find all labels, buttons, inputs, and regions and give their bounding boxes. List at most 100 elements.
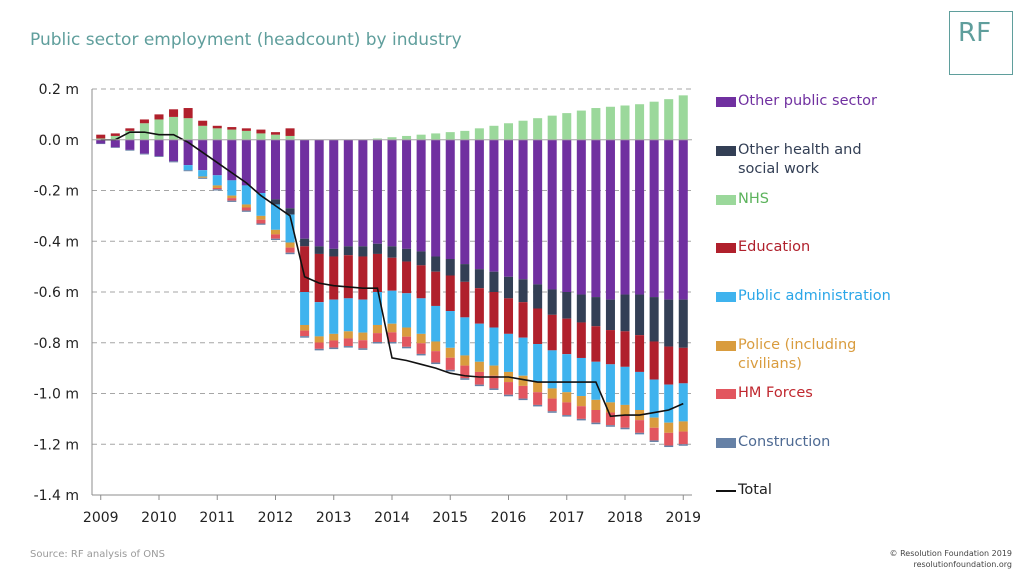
bar-segment-education [416,265,426,299]
bar-segment-public-administration [533,344,543,383]
bar-segment-nhs [547,115,557,140]
bar-segment-nhs [416,134,426,140]
bar-segment-construction [139,153,149,155]
bar-segment-nhs [285,135,295,140]
bar-segment-hm-forces [474,371,484,385]
legend-swatch [716,490,736,492]
bar-segment-other-public-sector [343,139,353,247]
x-tick-label: 2018 [607,510,643,526]
bar-segment-other-health-and-social-work [635,294,645,336]
bar-segment-police-including-civilians [547,388,557,399]
bar-segment-other-public-sector [256,139,266,194]
bar-segment-nhs [169,116,179,140]
legend-label: Construction [738,434,831,450]
bar-segment-police-including-civilians [343,331,353,339]
bar-segment-other-public-sector [503,139,514,277]
bar-segment-construction [431,362,441,365]
bar-segment-other-health-and-social-work [562,292,572,319]
bar-segment-nhs [635,104,645,140]
bar-segment-police-including-civilians [358,332,368,341]
legend-swatch [716,146,736,156]
bar-segment-other-health-and-social-work [576,294,586,323]
bar-segment-police-including-civilians [416,333,426,344]
bar-segment-education [154,114,164,120]
bar-segment-hm-forces [300,330,310,337]
bar-segment-hm-forces [314,342,324,349]
x-tick-label: 2019 [665,510,701,526]
bar-segment-construction [547,411,557,413]
bar-segment-public-administration [241,185,251,205]
bar-segment-construction [416,353,426,356]
bar-segment-construction [343,346,353,348]
bar-segment-education [489,292,499,328]
bar-segment-other-health-and-social-work [431,256,441,272]
legend-label: HM Forces [738,385,813,401]
x-tick-label: 2012 [258,510,294,526]
bar-segment-construction [285,252,295,255]
bar-segment-police-including-civilians [198,176,208,178]
bar-segment-education [678,347,688,384]
bar-segment-hm-forces [503,382,514,395]
bar-segment-other-health-and-social-work [343,246,353,256]
bar-segment-other-public-sector [169,139,179,162]
bar-segment-public-administration [402,293,412,328]
bar-segment-construction [635,432,645,435]
bar-segment-construction [591,422,601,425]
bar-segment-education [110,133,120,136]
bar-segment-hm-forces [431,351,441,363]
bar-segment-other-health-and-social-work [402,248,412,262]
x-tick-label: 2016 [491,510,527,526]
bar-segment-nhs [678,95,688,140]
bar-segment-hm-forces [489,375,499,389]
bar-segment-other-public-sector [635,139,645,295]
bar-segment-other-public-sector [125,139,135,150]
legend-swatch [716,341,736,351]
bar-segment-nhs [402,135,412,140]
bar-segment-police-including-civilians [285,242,295,248]
legend-label: Other health and social work [738,142,862,177]
bar-segment-public-administration [416,298,426,334]
bar-segment-education [227,127,237,130]
y-tick-label: -0.6 m [34,285,79,301]
bar-segment-public-administration [358,299,368,333]
bar-segment-other-public-sector [431,139,441,257]
copyright-line-2: resolutionfoundation.org [913,560,1012,569]
bar-segment-nhs [270,134,281,140]
bar-segment-other-public-sector [372,139,382,244]
bar-segment-other-health-and-social-work [416,251,426,266]
bar-segment-other-health-and-social-work [387,246,397,258]
bar-segment-hm-forces [285,247,295,253]
bar-segment-public-administration [285,214,295,243]
bar-segment-education [576,322,586,358]
bar-segment-public-administration [387,290,397,324]
bar-segment-other-public-sector [227,139,237,181]
bar-segment-construction [445,369,455,372]
bar-segment-hm-forces [605,412,615,426]
bar-segment-construction [270,238,281,240]
bar-segment-police-including-civilians [562,392,572,403]
bar-segment-education [387,257,397,291]
bar-segment-hm-forces [270,234,281,239]
bar-segment-police-including-civilians [474,361,484,372]
bar-segment-construction [314,348,324,351]
x-tick-label: 2011 [199,510,235,526]
bar-segment-nhs [649,101,659,140]
legend-swatch [716,292,736,302]
legend-swatch [716,97,736,107]
bar-segment-other-public-sector [314,139,324,247]
bar-segment-hm-forces [591,409,601,423]
bar-segment-other-public-sector [387,139,397,247]
bar-segment-education [635,335,645,372]
bar-segment-hm-forces [212,187,222,190]
bar-segment-education [547,314,557,351]
bar-segment-other-public-sector [270,139,281,200]
bar-segment-nhs [591,108,601,140]
bar-segment-other-public-sector [402,139,412,249]
bar-segment-other-public-sector [547,139,557,290]
bar-segment-public-administration [664,384,674,423]
bar-segment-police-including-civilians [227,195,237,199]
bar-segment-public-administration [489,327,499,366]
bar-segment-education [402,261,412,294]
bar-segment-public-administration [431,305,441,342]
bar-segment-police-including-civilians [489,365,499,376]
